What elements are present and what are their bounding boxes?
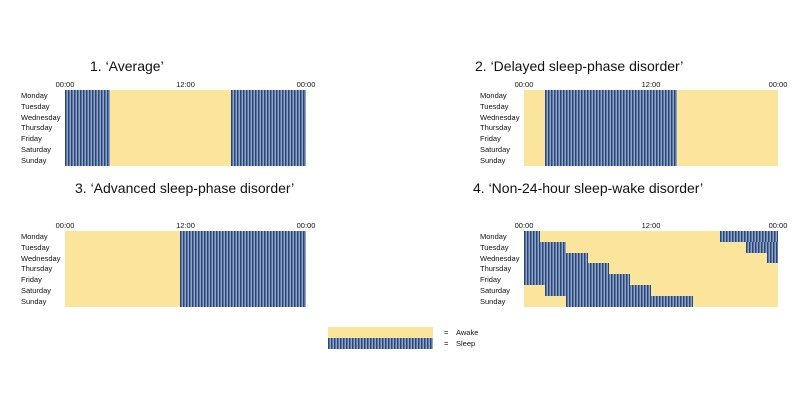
sleep-segment: [524, 263, 609, 275]
day-label: Friday: [21, 134, 42, 144]
legend-sleep-equals: =: [444, 339, 449, 348]
day-label: Wednesday: [21, 112, 61, 122]
day-label: Monday: [480, 91, 507, 100]
sleep-segment: [180, 231, 306, 307]
day-label: Monday: [480, 232, 507, 241]
time-label: 00:00: [296, 80, 316, 89]
panel-title: 3. ‘Advanced sleep-phase disorder’: [75, 180, 295, 196]
legend-sleep-swatch: [328, 338, 433, 349]
legend-awake-equals: =: [444, 328, 449, 337]
sleep-segment: [566, 295, 694, 307]
sleep-segment: [524, 252, 588, 264]
time-label: 00:00: [514, 80, 534, 89]
sleep-segment: [719, 231, 778, 242]
sleep-segment: [524, 241, 567, 253]
panel-title: 2. ‘Delayed sleep-phase disorder’: [475, 58, 684, 74]
time-label: 00:00: [768, 221, 788, 230]
time-label: 12:00: [641, 221, 661, 230]
panel-title: 1. ‘Average’: [90, 58, 164, 74]
day-label: Wednesday: [480, 253, 520, 263]
day-label: Thursday: [21, 123, 53, 133]
sleep-segment: [746, 241, 778, 253]
sleep-segment: [767, 252, 778, 264]
day-label: Wednesday: [21, 253, 61, 263]
legend-awake-swatch: [328, 327, 433, 338]
day-label: Monday: [21, 91, 48, 100]
time-label: 00:00: [296, 221, 316, 230]
day-label: Monday: [21, 232, 48, 241]
day-label: Thursday: [480, 264, 512, 274]
day-label: Thursday: [21, 264, 53, 274]
day-label: Friday: [21, 275, 42, 285]
time-label: 00:00: [514, 221, 534, 230]
sleep-segment: [65, 90, 111, 166]
legend-awake-label: Awake: [456, 328, 479, 337]
panel-title: 4. ‘Non-24-hour sleep-wake disorder’: [473, 180, 704, 196]
time-label: 00:00: [55, 221, 75, 230]
day-label: Sunday: [21, 155, 47, 165]
time-label: 00:00: [55, 80, 75, 89]
sleep-segment: [545, 90, 678, 166]
sleep-segment: [230, 90, 306, 166]
day-label: Thursday: [480, 123, 512, 133]
day-label: Sunday: [21, 296, 47, 306]
time-label: 12:00: [176, 221, 195, 230]
day-label: Saturday: [21, 286, 52, 295]
sleep-segment: [545, 285, 651, 296]
day-label: Friday: [480, 134, 501, 144]
day-label: Tuesday: [480, 101, 509, 111]
day-label: Sunday: [480, 296, 506, 306]
day-label: Tuesday: [21, 101, 50, 111]
sleep-segment: [524, 274, 630, 285]
day-label: Saturday: [480, 145, 511, 154]
legend-sleep-label: Sleep: [456, 339, 476, 348]
day-label: Tuesday: [21, 242, 50, 252]
sleep-segment: [524, 231, 540, 242]
time-label: 12:00: [641, 80, 661, 89]
time-label: 12:00: [176, 80, 195, 89]
day-label: Sunday: [480, 155, 506, 165]
day-label: Saturday: [480, 286, 511, 295]
day-label: Tuesday: [480, 242, 509, 252]
day-label: Saturday: [21, 145, 52, 154]
day-label: Wednesday: [480, 112, 520, 122]
time-label: 00:00: [768, 80, 788, 89]
day-label: Friday: [480, 275, 501, 285]
